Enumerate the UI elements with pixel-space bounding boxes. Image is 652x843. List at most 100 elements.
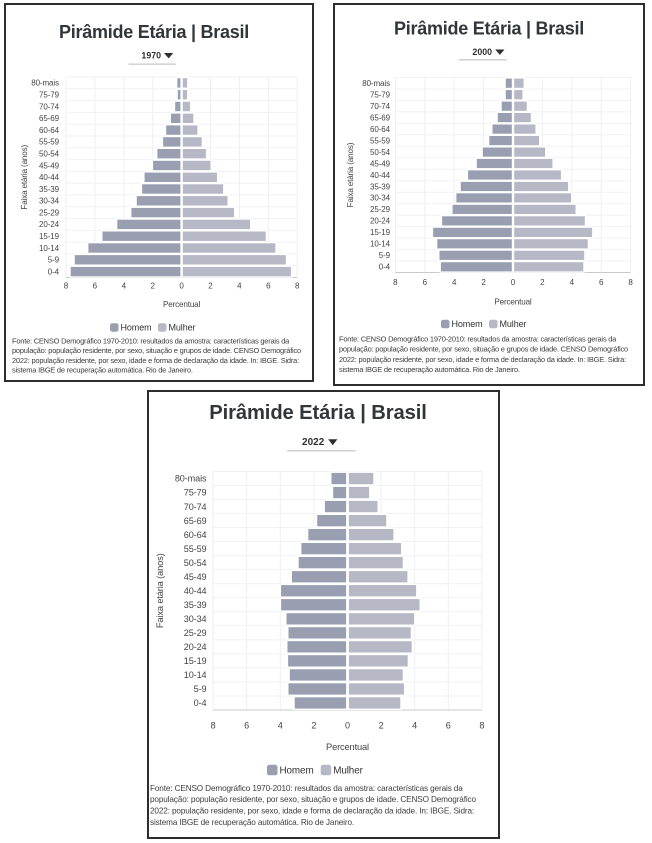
svg-text:6: 6: [446, 721, 451, 731]
svg-text:2: 2: [311, 721, 316, 731]
svg-text:6: 6: [93, 282, 98, 291]
svg-text:2022: população residente, por: 2022: população residente, por sexo, ida…: [150, 807, 474, 816]
svg-text:8: 8: [479, 721, 484, 731]
svg-text:70-74: 70-74: [39, 102, 60, 111]
svg-text:Faixa etária (anos): Faixa etária (anos): [346, 142, 355, 207]
svg-text:8: 8: [211, 721, 216, 731]
svg-text:8: 8: [393, 278, 398, 287]
svg-text:70-74: 70-74: [370, 102, 391, 111]
svg-text:50-54: 50-54: [370, 148, 391, 157]
svg-text:70-74: 70-74: [184, 502, 207, 512]
svg-text:35-39: 35-39: [184, 600, 207, 610]
svg-text:60-64: 60-64: [39, 126, 60, 135]
svg-text:10-14: 10-14: [184, 670, 207, 680]
svg-text:55-59: 55-59: [370, 136, 391, 145]
svg-text:5-9: 5-9: [48, 256, 60, 265]
svg-text:20-24: 20-24: [39, 220, 60, 229]
svg-text:75-79: 75-79: [39, 91, 60, 100]
svg-text:20-24: 20-24: [370, 217, 391, 226]
svg-text:65-69: 65-69: [184, 516, 207, 526]
svg-text:4: 4: [122, 282, 127, 291]
svg-text:15-19: 15-19: [184, 656, 207, 666]
svg-text:35-39: 35-39: [370, 182, 391, 191]
svg-text:15-19: 15-19: [39, 232, 60, 241]
svg-text:10-14: 10-14: [370, 240, 391, 249]
svg-text:2: 2: [150, 282, 155, 291]
svg-text:45-49: 45-49: [39, 161, 60, 170]
svg-text:50-54: 50-54: [184, 558, 207, 568]
svg-text:2: 2: [540, 278, 545, 287]
svg-text:8: 8: [628, 278, 633, 287]
svg-text:0: 0: [179, 282, 184, 291]
svg-text:40-44: 40-44: [184, 586, 207, 596]
svg-text:65-69: 65-69: [370, 113, 391, 122]
svg-text:Homem: Homem: [452, 319, 483, 329]
svg-text:população: população residente: população: população residente, por sexo…: [150, 795, 477, 804]
svg-text:25-29: 25-29: [184, 628, 207, 638]
svg-text:0-4: 0-4: [379, 263, 391, 272]
svg-text:0-4: 0-4: [48, 267, 60, 276]
svg-text:10-14: 10-14: [39, 244, 60, 253]
svg-text:2022: população residente, por: 2022: população residente, por sexo, ida…: [339, 355, 626, 364]
svg-text:2000: 2000: [472, 47, 492, 57]
svg-text:4: 4: [452, 278, 457, 287]
svg-text:sistema IBGE de recuperação au: sistema IBGE de recuperação automática. …: [12, 366, 193, 375]
svg-text:2: 2: [379, 721, 384, 731]
svg-text:Mulher: Mulher: [333, 766, 363, 777]
svg-text:0-4: 0-4: [194, 698, 207, 708]
svg-text:60-64: 60-64: [184, 530, 207, 540]
svg-text:25-29: 25-29: [370, 205, 391, 214]
svg-text:Mulher: Mulher: [500, 319, 527, 329]
svg-text:8: 8: [295, 282, 300, 291]
svg-text:6: 6: [599, 278, 604, 287]
svg-text:Percentual: Percentual: [163, 300, 201, 309]
svg-text:30-34: 30-34: [184, 614, 207, 624]
svg-text:Fonte: CENSO Demográfico 1970-: Fonte: CENSO Demográfico 1970-2010: resu…: [339, 335, 617, 344]
svg-text:2022: 2022: [302, 437, 325, 448]
svg-text:75-79: 75-79: [370, 91, 391, 100]
svg-text:6: 6: [244, 721, 249, 731]
svg-text:15-19: 15-19: [370, 228, 391, 237]
svg-text:6: 6: [423, 278, 428, 287]
svg-text:Fonte: CENSO Demográfico 1970-: Fonte: CENSO Demográfico 1970-2010: resu…: [12, 337, 290, 346]
svg-text:35-39: 35-39: [39, 185, 60, 194]
svg-text:Pirâmide Etária | Brasil: Pirâmide Etária | Brasil: [209, 402, 427, 424]
svg-text:4: 4: [570, 278, 575, 287]
svg-text:Pirâmide Etária | Brasil: Pirâmide Etária | Brasil: [59, 22, 249, 42]
svg-text:80-mais: 80-mais: [175, 474, 207, 484]
svg-text:80-mais: 80-mais: [31, 79, 59, 88]
svg-text:Fonte: CENSO Demográfico 1970-: Fonte: CENSO Demográfico 1970-2010: resu…: [150, 784, 463, 793]
svg-text:4: 4: [278, 721, 283, 731]
svg-text:população: população residente: população: população residente, por sexo…: [12, 346, 301, 355]
svg-text:1970: 1970: [141, 51, 161, 61]
svg-text:Percentual: Percentual: [494, 298, 532, 307]
svg-text:80-mais: 80-mais: [362, 79, 390, 88]
svg-text:Faixa etária (anos): Faixa etária (anos): [20, 144, 29, 209]
svg-text:0: 0: [345, 721, 350, 731]
svg-text:20-24: 20-24: [184, 642, 207, 652]
svg-text:60-64: 60-64: [370, 125, 391, 134]
svg-text:55-59: 55-59: [184, 544, 207, 554]
svg-text:55-59: 55-59: [39, 138, 60, 147]
svg-text:5-9: 5-9: [379, 251, 391, 260]
svg-text:sistema IBGE de recuperação au: sistema IBGE de recuperação automática. …: [150, 818, 354, 827]
svg-text:2: 2: [481, 278, 486, 287]
svg-text:Percentual: Percentual: [326, 742, 369, 752]
svg-text:população: população residente: população: população residente, por sexo…: [339, 345, 628, 354]
svg-text:4: 4: [412, 721, 417, 731]
svg-text:40-44: 40-44: [370, 171, 391, 180]
svg-text:Faixa etária (anos): Faixa etária (anos): [155, 553, 165, 628]
svg-text:5-9: 5-9: [194, 684, 207, 694]
svg-text:65-69: 65-69: [39, 114, 60, 123]
svg-text:30-34: 30-34: [39, 197, 60, 206]
svg-text:Pirâmide Etária | Brasil: Pirâmide Etária | Brasil: [394, 19, 584, 39]
svg-text:8: 8: [64, 282, 69, 291]
svg-text:75-79: 75-79: [184, 488, 207, 498]
svg-text:40-44: 40-44: [39, 173, 60, 182]
svg-text:25-29: 25-29: [39, 208, 60, 217]
svg-text:4: 4: [237, 282, 242, 291]
svg-text:sistema IBGE de recuperação au: sistema IBGE de recuperação automática. …: [339, 365, 520, 374]
svg-text:Homem: Homem: [280, 766, 314, 777]
svg-text:50-54: 50-54: [39, 150, 60, 159]
svg-text:2: 2: [208, 282, 213, 291]
